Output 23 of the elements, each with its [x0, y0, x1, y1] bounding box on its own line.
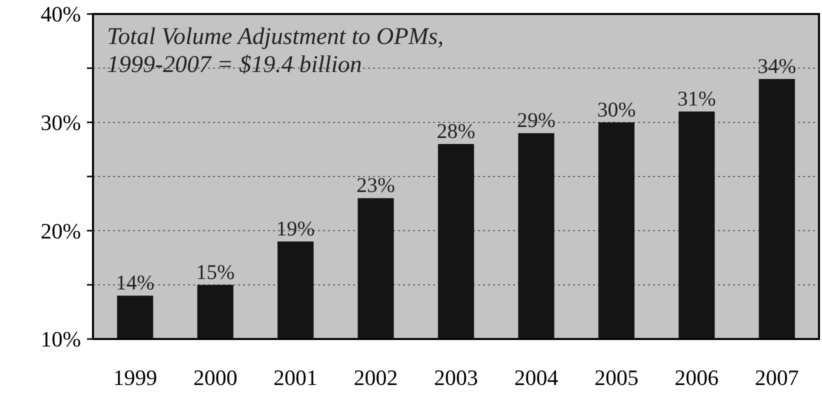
data-label: 34% — [758, 54, 796, 78]
x-tick-label: 2005 — [594, 365, 638, 390]
data-label: 28% — [436, 119, 476, 143]
y-tick-label: 30% — [40, 110, 81, 136]
x-tick-label: 2000 — [193, 365, 238, 390]
data-label: 15% — [196, 260, 235, 284]
x-tick-label: 2004 — [514, 365, 558, 390]
data-label: 19% — [276, 216, 315, 240]
data-label: 29% — [516, 108, 556, 132]
x-tick-label: 2003 — [434, 365, 478, 390]
data-label: 31% — [677, 86, 716, 110]
x-tick-label: 1999 — [113, 365, 158, 390]
x-tick-label: 2007 — [754, 365, 799, 390]
y-tick-label: 40% — [40, 2, 81, 27]
text: Total Volume Adjustment to OPMs, 1999-2007 = $19.4 billion — [107, 24, 444, 78]
x-tick-label: 2001 — [274, 365, 318, 390]
data-label: 14% — [116, 270, 154, 295]
data-label: 30% — [597, 97, 636, 122]
y-tick-label: 20% — [40, 218, 81, 244]
y-tick-label: 10% — [40, 326, 81, 352]
data-label: 23% — [356, 173, 396, 198]
x-tick-label: 2002 — [354, 365, 398, 390]
x-tick-label: 2006 — [674, 365, 719, 390]
